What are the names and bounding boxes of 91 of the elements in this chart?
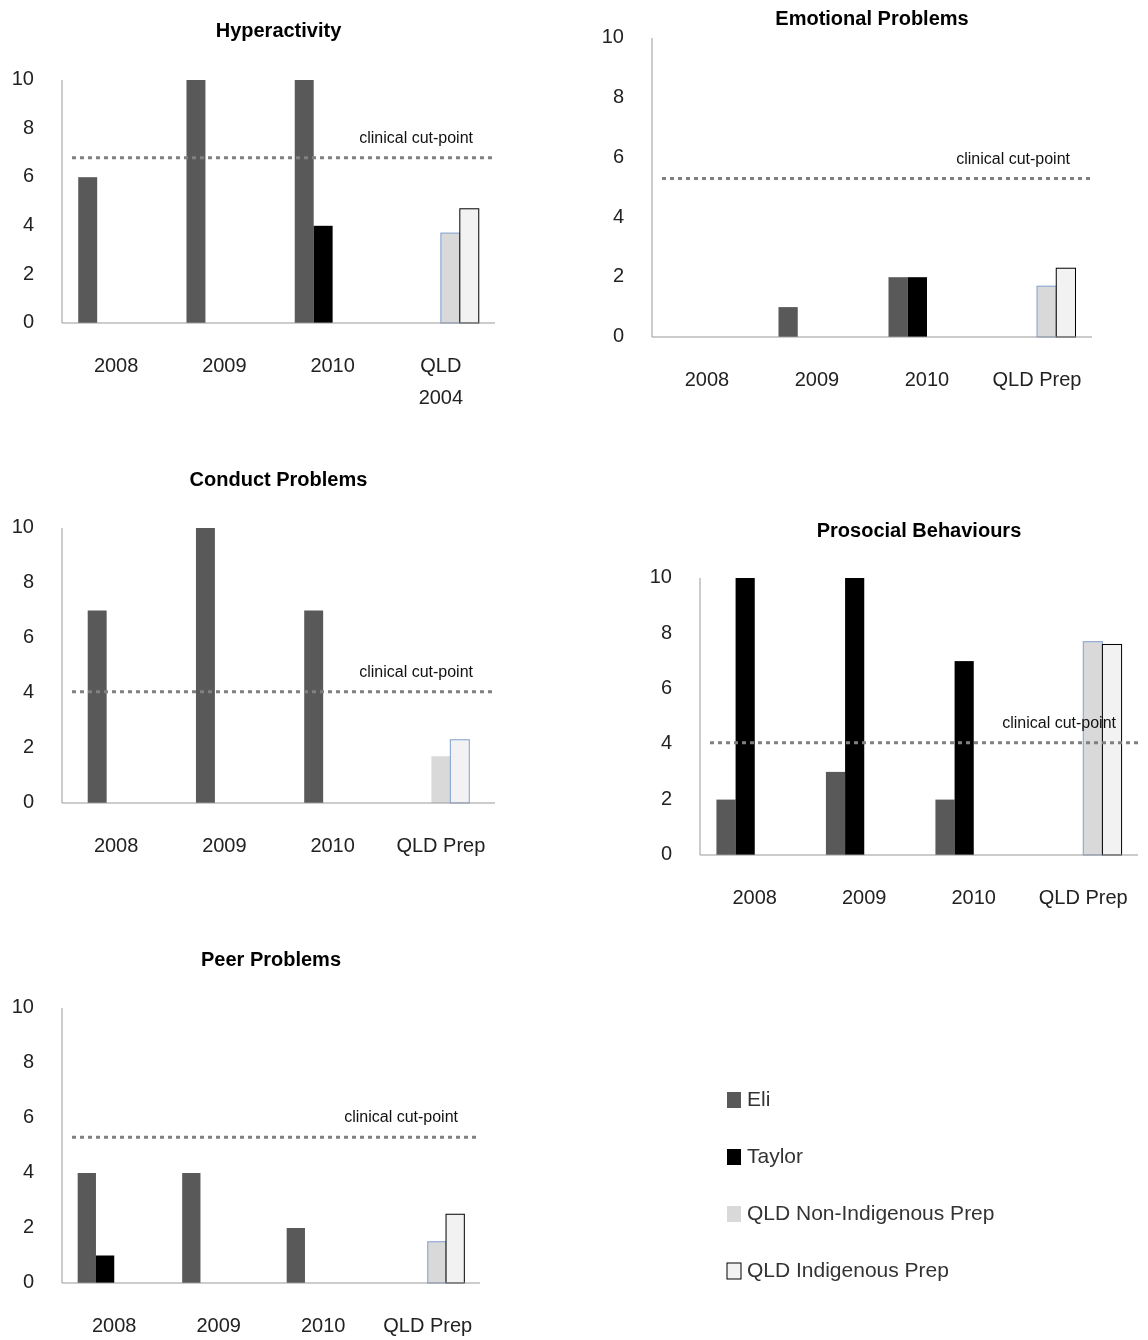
bar bbox=[304, 610, 324, 803]
bar bbox=[735, 578, 755, 855]
bar bbox=[440, 232, 461, 324]
x-tick-label: 2009 bbox=[202, 834, 247, 857]
y-tick-label: 10 bbox=[11, 995, 34, 1018]
y-tick-label: 0 bbox=[612, 324, 624, 347]
bar bbox=[888, 277, 908, 337]
chart-title: Peer Problems bbox=[200, 948, 342, 971]
bar bbox=[195, 528, 215, 803]
x-tick-label: 2010 bbox=[301, 1314, 346, 1337]
bar bbox=[459, 208, 480, 324]
bar bbox=[1036, 285, 1057, 338]
x-tick-label: 2009 bbox=[196, 1314, 241, 1337]
y-tick-label: 0 bbox=[22, 790, 34, 813]
y-tick-label: 6 bbox=[660, 676, 672, 699]
y-tick-label: 2 bbox=[612, 264, 624, 287]
bar bbox=[313, 225, 333, 323]
x-tick-label: QLD Prep bbox=[1038, 886, 1128, 909]
bar bbox=[954, 661, 974, 855]
y-tick-label: 2 bbox=[22, 261, 34, 284]
y-tick-label: 10 bbox=[11, 515, 34, 538]
y-tick-label: 8 bbox=[22, 1050, 34, 1073]
x-tick-label: 2010 bbox=[310, 354, 355, 377]
chart-title: Prosocial Behaviours bbox=[816, 519, 1022, 542]
legend-label: QLD Non-Indigenous Prep bbox=[747, 1200, 995, 1224]
y-tick-label: 0 bbox=[22, 310, 34, 333]
y-tick-label: 4 bbox=[612, 204, 624, 227]
bar bbox=[78, 177, 98, 323]
x-tick-label: 2010 bbox=[310, 834, 355, 857]
y-tick-label: 10 bbox=[649, 565, 672, 588]
x-tick-label: 2008 bbox=[732, 886, 777, 909]
chart-title: Emotional Problems bbox=[775, 7, 969, 30]
y-tick-label: 10 bbox=[601, 25, 624, 48]
bar bbox=[1055, 267, 1076, 338]
legend-label: Taylor bbox=[747, 1143, 804, 1167]
bar bbox=[77, 1173, 96, 1283]
ref-line-label: clinical cut-point bbox=[956, 149, 1071, 167]
x-tick-label: 2009 bbox=[842, 886, 887, 909]
x-tick-label: 2009 bbox=[794, 368, 840, 391]
y-tick-label: 0 bbox=[660, 842, 672, 865]
bar bbox=[431, 756, 451, 803]
x-tick-label: 2010 bbox=[904, 368, 950, 391]
y-tick-label: 8 bbox=[660, 620, 672, 643]
y-tick-label: 10 bbox=[11, 67, 34, 90]
bar bbox=[186, 80, 206, 323]
y-tick-label: 4 bbox=[22, 1160, 34, 1183]
x-tick-label: 2009 bbox=[202, 354, 247, 377]
y-tick-label: 6 bbox=[22, 1105, 34, 1128]
bar bbox=[87, 610, 107, 803]
bar bbox=[845, 578, 865, 855]
bar bbox=[449, 739, 470, 804]
y-tick-label: 4 bbox=[22, 213, 34, 236]
y-tick-label: 4 bbox=[22, 680, 34, 703]
y-tick-label: 6 bbox=[22, 625, 34, 648]
bar bbox=[825, 771, 846, 855]
y-tick-label: 6 bbox=[22, 164, 34, 187]
x-tick-label: 2010 bbox=[951, 886, 996, 909]
y-tick-label: 6 bbox=[612, 144, 624, 167]
x-tick-label: QLD Prep bbox=[396, 834, 486, 857]
ref-line-label: clinical cut-point bbox=[359, 662, 474, 680]
y-tick-label: 4 bbox=[660, 731, 672, 754]
y-tick-label: 2 bbox=[22, 1215, 34, 1238]
y-tick-label: 8 bbox=[22, 570, 34, 593]
y-tick-label: 8 bbox=[22, 115, 34, 138]
bar bbox=[778, 307, 798, 337]
x-tick-label: 2008 bbox=[92, 1314, 137, 1337]
ref-line-label: clinical cut-point bbox=[344, 1108, 459, 1126]
y-tick-label: 2 bbox=[22, 735, 34, 758]
bar bbox=[182, 1173, 201, 1283]
legend-label: QLD Indigenous Prep bbox=[747, 1257, 949, 1281]
bar bbox=[907, 277, 927, 337]
bar bbox=[95, 1255, 115, 1283]
bar bbox=[445, 1213, 465, 1284]
x-tick-label: 2008 bbox=[684, 368, 730, 391]
y-tick-label: 8 bbox=[612, 85, 624, 108]
bar bbox=[935, 799, 955, 855]
x-tick-label: QLD Prep bbox=[992, 368, 1082, 391]
bar bbox=[294, 80, 314, 323]
legend-label: Eli bbox=[747, 1086, 771, 1110]
x-tick-label: QLD 2004 bbox=[418, 354, 464, 409]
chart-title: Conduct Problems bbox=[189, 468, 368, 491]
x-tick-label: 2008 bbox=[93, 354, 139, 377]
y-tick-label: 0 bbox=[22, 1270, 34, 1293]
x-tick-label: 2008 bbox=[93, 834, 139, 857]
y-tick-label: 2 bbox=[660, 786, 672, 809]
x-tick-label: QLD Prep bbox=[383, 1314, 473, 1337]
bar bbox=[716, 799, 736, 855]
chart-title: Hyperactivity bbox=[215, 19, 343, 42]
bar bbox=[427, 1241, 447, 1284]
bar bbox=[286, 1228, 305, 1283]
ref-line-label: clinical cut-point bbox=[359, 128, 474, 146]
